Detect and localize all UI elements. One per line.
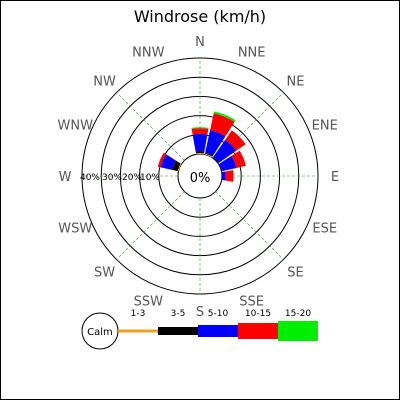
petal-wnw-3-5 — [171, 160, 181, 172]
petal-wnw-10-15 — [157, 152, 167, 168]
direction-label-n: N — [195, 35, 205, 50]
radial-tick-label: 30% — [102, 173, 122, 183]
direction-label-w: W — [59, 170, 72, 185]
legend-label-1-3: 1-3 — [131, 309, 146, 319]
petal-ene-10-15 — [231, 150, 246, 168]
legend-swatch-3-5 — [158, 327, 198, 335]
grid-spoke — [215, 191, 284, 260]
petal-n-15-20 — [191, 127, 209, 129]
petal-ne-5-10 — [213, 139, 237, 163]
legend-swatch-1-3 — [118, 329, 158, 333]
legend: Calm 1-3 3-5 5-10 10-15 15-20 — [81, 309, 318, 350]
petal-n-3-5 — [195, 151, 205, 154]
petal-e-10-15 — [225, 170, 234, 182]
direction-label-wsw: WSW — [58, 222, 92, 237]
grid-spoke — [116, 92, 185, 161]
calm-label: Calm — [87, 327, 113, 338]
petal-wnw-5-10 — [160, 154, 176, 170]
radial-tick-labels: 40% 30% 20%10% — [80, 173, 160, 183]
petal-ne-3-5 — [212, 157, 219, 164]
direction-label-wnw: WNW — [58, 118, 94, 133]
direction-label-se: SE — [287, 265, 303, 280]
direction-label-sw: SW — [94, 265, 115, 280]
petal-nne-1-3 — [204, 153, 213, 158]
legend-swatch-5-10 — [198, 325, 238, 337]
direction-label-ese: ESE — [312, 222, 337, 237]
direction-label-sse: SSE — [239, 295, 264, 310]
petal-n-10-15 — [191, 128, 209, 135]
radial-tick-label: 20% — [122, 173, 142, 183]
petal-ne-10-15 — [225, 130, 246, 151]
petal-n-1-3 — [195, 153, 205, 155]
legend-label-15-20: 15-20 — [285, 309, 311, 319]
legend-label-3-5: 3-5 — [171, 309, 186, 319]
direction-label-ne: NE — [286, 75, 304, 90]
direction-label-e: E — [331, 170, 339, 185]
petal-e-5-10 — [221, 171, 226, 181]
petal-ene-5-10 — [218, 155, 237, 172]
legend-label-10-15: 10-15 — [245, 309, 271, 319]
center-label: 0% — [190, 171, 211, 186]
petal-nne-10-15 — [210, 113, 235, 137]
petal-nne-5-10 — [205, 130, 226, 156]
direction-label-s: S — [196, 305, 204, 320]
petals — [157, 111, 246, 182]
legend-swatch-10-15 — [238, 323, 278, 339]
legend-label-5-10: 5-10 — [208, 309, 229, 319]
chart-title: Windrose (km/h) — [134, 7, 266, 26]
direction-label-nne: NNE — [238, 45, 266, 60]
direction-label-ssw: SSW — [134, 295, 164, 310]
direction-labels: N NNE NE ENE E ESE SE SSE S SSW SW WSW W WNW NW NNW — [58, 35, 340, 320]
direction-label-ene: ENE — [312, 118, 338, 133]
petal-nne-15-20 — [213, 111, 236, 122]
grid-ring — [139, 115, 261, 237]
grid-spoke — [116, 191, 185, 260]
petal-nne-3-5 — [204, 152, 213, 157]
petal-n-5-10 — [192, 133, 208, 152]
direction-label-nw: NW — [93, 75, 116, 90]
petal-wnw-1-3 — [177, 163, 182, 172]
legend-swatch-15-20 — [278, 321, 318, 341]
direction-label-nnw: NNW — [132, 45, 164, 60]
radial-tick-label: 40% — [80, 173, 100, 183]
radial-tick-label: 10% — [140, 173, 160, 183]
